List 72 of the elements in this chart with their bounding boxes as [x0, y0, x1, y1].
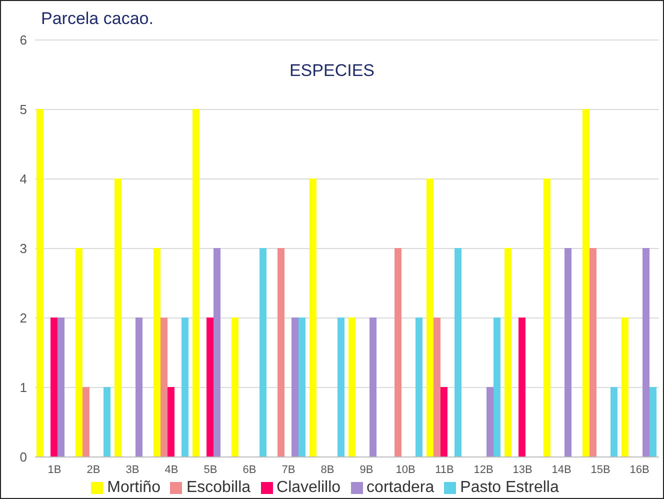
bar — [36, 109, 44, 457]
bar — [504, 248, 512, 457]
bar — [564, 248, 572, 457]
y-tick-label: 4 — [20, 172, 27, 187]
bar — [136, 318, 142, 457]
legend-label: Pasto Estrella — [460, 479, 559, 496]
x-tick-label: 6B — [242, 464, 256, 476]
bar — [610, 387, 618, 457]
y-tick-label: 6 — [20, 32, 27, 48]
bar — [394, 248, 402, 457]
legend-label: Escobilla — [186, 479, 251, 496]
bar — [348, 318, 356, 457]
legend-label: Clavelillo — [276, 479, 341, 496]
bar — [370, 318, 376, 457]
y-tick-label: 5 — [20, 102, 27, 118]
x-tick-label: 10B — [396, 464, 416, 476]
x-tick-label: 15B — [590, 464, 610, 476]
bar — [494, 318, 500, 457]
x-tick-label: 9B — [360, 464, 374, 476]
legend-label: cortadera — [366, 479, 434, 496]
bar — [622, 318, 628, 457]
x-tick-label: 7B — [282, 464, 296, 476]
y-tick-label: 2 — [20, 310, 27, 326]
x-tick-label: 11B — [435, 464, 454, 476]
bar — [214, 248, 220, 457]
bar — [114, 178, 122, 457]
bar — [434, 318, 440, 457]
chart-title: Parcela cacao. — [41, 9, 154, 29]
x-tick-label: 14B — [552, 464, 572, 476]
x-tick-label: 4B — [164, 464, 178, 476]
bar — [104, 387, 110, 457]
bar — [292, 318, 298, 457]
bar — [278, 248, 284, 457]
bar — [338, 318, 344, 457]
bar — [298, 318, 306, 457]
text: ESPECIES — [288, 61, 376, 81]
bar — [160, 318, 168, 457]
x-tick-label: 1B — [48, 464, 62, 476]
bar — [82, 387, 90, 457]
bar — [454, 248, 462, 457]
y-tick-label: 0 — [20, 450, 27, 465]
bar — [582, 109, 590, 457]
x-tick-label: 3B — [126, 464, 140, 476]
bar — [168, 387, 174, 457]
x-tick-label: 12B — [474, 464, 494, 476]
x-tick-label: 13B — [512, 464, 532, 476]
bar — [232, 318, 238, 457]
bar — [426, 178, 434, 457]
bar — [58, 318, 64, 457]
bar — [154, 248, 160, 457]
x-tick-label: 8B — [320, 464, 334, 476]
x-tick-label: 16B — [630, 464, 650, 476]
bar — [518, 318, 526, 457]
bar — [486, 387, 494, 457]
bar — [192, 109, 200, 457]
legend-label: Mortiño — [107, 479, 160, 496]
x-tick-label: 5B — [204, 464, 218, 476]
bar — [182, 318, 188, 457]
bar — [76, 248, 82, 457]
bar — [544, 178, 550, 457]
bar — [590, 248, 596, 457]
bar — [50, 318, 58, 457]
bar — [260, 248, 266, 457]
bar — [416, 318, 422, 457]
bar — [206, 318, 214, 457]
y-tick-label: 1 — [20, 380, 27, 396]
bar — [440, 387, 448, 457]
bar — [642, 248, 650, 457]
x-tick-label: 2B — [86, 464, 100, 476]
bar — [650, 387, 656, 457]
y-tick-label: 3 — [20, 241, 27, 256]
bar — [310, 178, 316, 457]
